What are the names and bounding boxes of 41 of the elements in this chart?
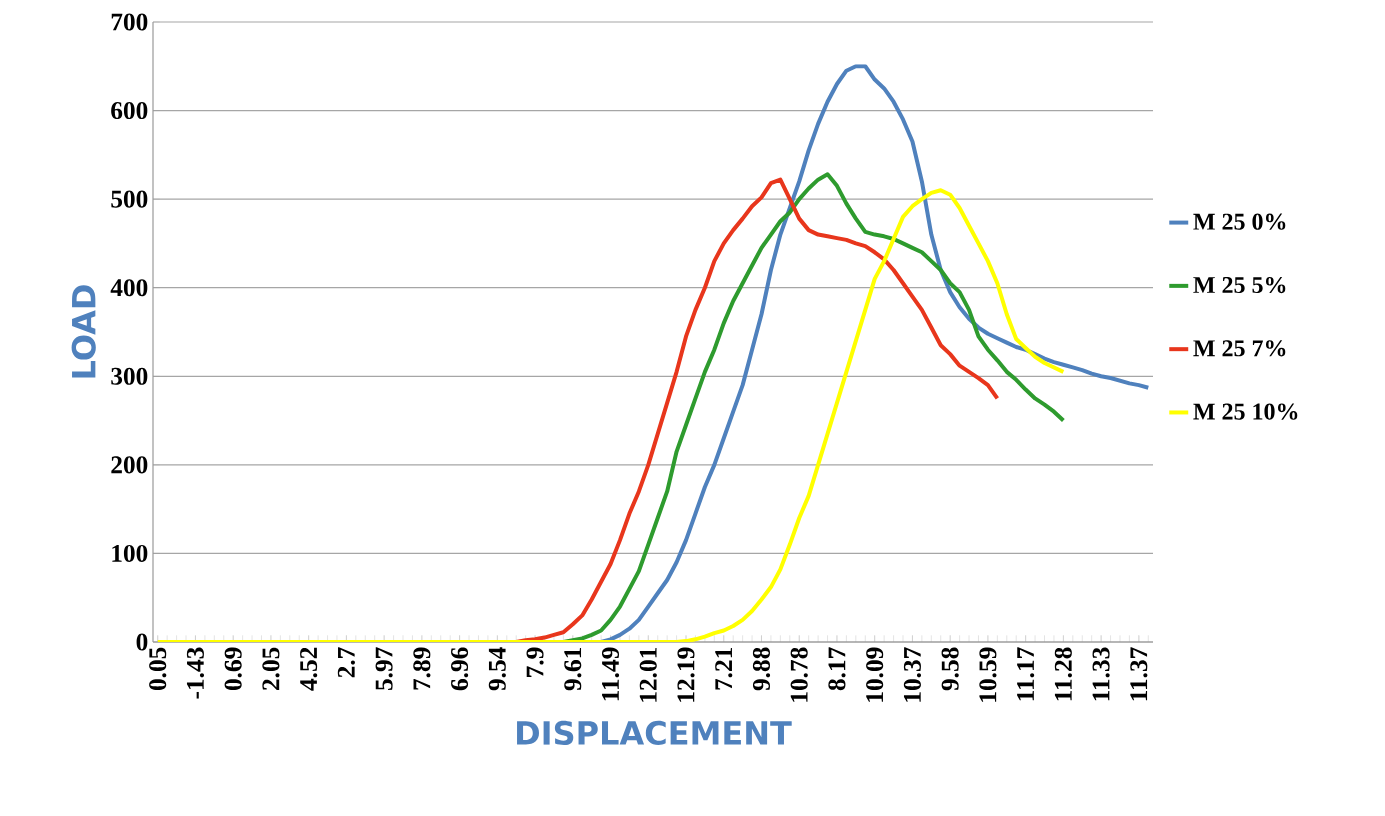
y-tick-label: 300: [111, 367, 148, 385]
x-tick-label: 10.59: [979, 647, 997, 702]
x-tick-label: 11.37: [1130, 647, 1148, 701]
x-tick-label: 0.05: [149, 647, 167, 691]
x-tick-label: 10.78: [790, 647, 808, 702]
x-tick-label: 11.28: [1054, 647, 1072, 701]
x-tick-label: 12.19: [677, 647, 695, 702]
x-tick-label: 10.09: [866, 647, 884, 702]
x-tick-label: -1.43: [186, 647, 205, 699]
y-tick-label: 100: [112, 544, 148, 562]
y-axis-title: LOAD: [71, 285, 96, 378]
x-tick-label: 7.89: [413, 647, 431, 690]
x-tick-label: 10.37: [903, 647, 922, 702]
y-tick-label: 200: [111, 456, 148, 474]
x-tick-label: 0.69: [224, 647, 242, 691]
x-tick-label: 11.49: [601, 647, 620, 701]
x-axis-title: DISPLACEMENT: [517, 720, 792, 746]
y-tick-label: 0: [136, 633, 148, 651]
x-tick-label: 7.21: [715, 648, 733, 690]
x-tick-label: 5.97: [375, 647, 393, 691]
legend-label: M 25 0%: [1193, 213, 1286, 230]
x-tick-label: 6.96: [451, 647, 469, 691]
x-tick-label: 9.58: [941, 647, 959, 691]
x-tick-label: 2.05: [262, 647, 280, 690]
x-tick-label: 11.33: [1092, 647, 1110, 701]
y-tick-label: 500: [111, 190, 148, 208]
x-tick-label: 12.01: [639, 648, 657, 702]
x-tick-label: 2.7: [337, 647, 355, 678]
x-tick-label: 11.17: [1017, 647, 1035, 701]
y-tick-label: 700: [111, 13, 148, 31]
x-tick-label: 9.61: [564, 648, 582, 691]
x-tick-label: 7.9: [526, 647, 544, 677]
y-tick-label: 600: [111, 102, 148, 120]
x-tick-label: 8.17: [828, 647, 846, 691]
legend-label: M 25 7%: [1193, 340, 1286, 357]
x-tick-label: 9.54: [488, 647, 506, 691]
y-tick-label: 400: [110, 279, 148, 297]
legend-label: M 25 10%: [1193, 403, 1298, 420]
x-tick-label: 9.88: [752, 647, 771, 691]
x-tick-label: 4.52: [300, 647, 318, 691]
legend-label: M 25 5%: [1193, 276, 1286, 294]
